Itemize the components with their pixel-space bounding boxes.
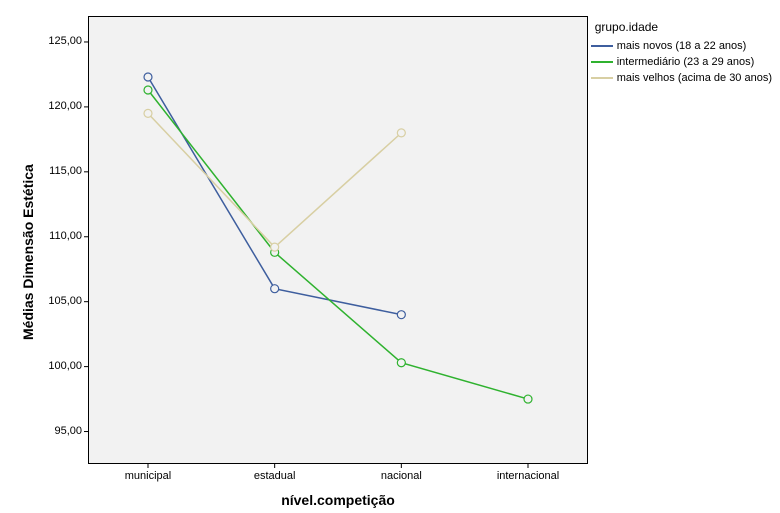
series-marker xyxy=(524,395,532,403)
x-tick-label: estadual xyxy=(235,470,315,482)
series-line xyxy=(148,90,528,399)
legend-title: grupo.idade xyxy=(591,20,772,34)
y-tick-label: 120,00 xyxy=(32,100,82,112)
series-marker xyxy=(397,129,405,137)
series-marker xyxy=(144,109,152,117)
x-tick-label: municipal xyxy=(108,470,188,482)
series-line xyxy=(148,113,401,247)
series-marker xyxy=(144,73,152,81)
legend-label: mais velhos (acima de 30 anos) xyxy=(617,72,772,84)
legend-items: mais novos (18 a 22 anos) intermediário (… xyxy=(591,38,772,86)
legend: grupo.idade mais novos (18 a 22 anos) int… xyxy=(591,20,772,86)
series-marker xyxy=(271,285,279,293)
chart-container: Médias Dimensão Estética nível.competiçã… xyxy=(0,0,780,513)
x-axis-label: nível.competição xyxy=(88,492,588,508)
series-line xyxy=(148,77,401,315)
legend-item: mais velhos (acima de 30 anos) xyxy=(591,70,772,86)
y-tick-label: 95,00 xyxy=(32,425,82,437)
series-marker xyxy=(271,243,279,251)
x-tick-label: nacional xyxy=(361,470,441,482)
series-marker xyxy=(144,86,152,94)
legend-label: intermediário (23 a 29 anos) xyxy=(617,56,755,68)
legend-swatch xyxy=(591,45,613,47)
y-tick-label: 115,00 xyxy=(32,165,82,177)
legend-swatch xyxy=(591,61,613,63)
y-tick-label: 100,00 xyxy=(32,360,82,372)
legend-item: intermediário (23 a 29 anos) xyxy=(591,54,772,70)
legend-item: mais novos (18 a 22 anos) xyxy=(591,38,772,54)
x-tick-label: internacional xyxy=(488,470,568,482)
y-tick-label: 125,00 xyxy=(32,35,82,47)
y-tick-label: 110,00 xyxy=(32,230,82,242)
y-tick-label: 105,00 xyxy=(32,295,82,307)
series-marker xyxy=(397,359,405,367)
legend-label: mais novos (18 a 22 anos) xyxy=(617,40,747,52)
series-marker xyxy=(397,311,405,319)
legend-swatch xyxy=(591,77,613,79)
